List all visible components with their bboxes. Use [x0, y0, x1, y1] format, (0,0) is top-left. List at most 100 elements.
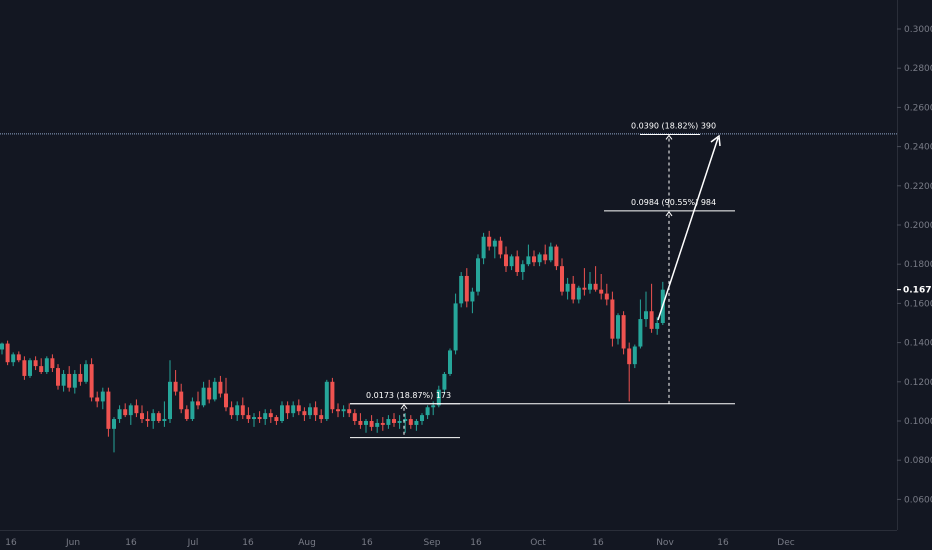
- candle-body: [168, 381, 172, 420]
- candle-body: [201, 387, 206, 406]
- candle: [33, 356, 38, 371]
- candle-body: [212, 381, 217, 400]
- candle: [403, 413, 408, 433]
- candle-body: [28, 360, 32, 376]
- time-axis[interactable]: 16 Jun 16 Jul 16 Aug 16 Sep 16 Oct 16 Nov 16 Dec: [5, 538, 794, 548]
- candle-body: [442, 373, 447, 390]
- candle-body: [5, 343, 10, 363]
- candle-body: [50, 358, 55, 369]
- candle: [554, 244, 559, 271]
- candle: [470, 287, 475, 314]
- candle: [257, 411, 262, 423]
- candle-body: [621, 315, 626, 349]
- candle-body: [476, 258, 480, 292]
- candle-body: [380, 422, 385, 425]
- candle: [330, 377, 335, 414]
- candle-body: [84, 364, 88, 382]
- time-tick-label: 16: [592, 538, 604, 548]
- candle: [72, 370, 77, 394]
- measure-arrow: [665, 134, 673, 140]
- candle: [565, 277, 570, 300]
- candle-body: [593, 283, 598, 290]
- candle-body: [638, 319, 643, 347]
- candle: [268, 409, 273, 423]
- candle: [151, 409, 156, 429]
- candle: [408, 415, 413, 429]
- candle-body: [616, 315, 620, 339]
- candle: [100, 387, 105, 410]
- candle: [5, 340, 10, 366]
- measure-label: 0.0173 (18.87%) 173: [366, 391, 451, 400]
- candle: [106, 387, 111, 437]
- candle-body: [375, 422, 380, 427]
- time-tick-label: 16: [361, 538, 373, 548]
- candle-body: [274, 417, 279, 421]
- candle: [448, 348, 452, 376]
- candle: [168, 360, 172, 423]
- candle-body: [336, 409, 340, 412]
- candle: [50, 354, 55, 372]
- candle-body: [229, 407, 234, 416]
- candle-body: [364, 421, 368, 425]
- candle: [520, 260, 525, 280]
- candle: [509, 254, 514, 271]
- candle-body: [207, 387, 212, 400]
- measure-arrow: [400, 403, 408, 410]
- candle: [302, 407, 307, 421]
- candle: [218, 375, 223, 398]
- candle: [252, 413, 256, 427]
- time-tick-label: 16: [470, 538, 482, 548]
- candle-body: [151, 413, 156, 421]
- candle: [593, 266, 598, 292]
- candle-body: [184, 409, 189, 420]
- candle: [526, 244, 531, 267]
- time-tick-label: 16: [242, 538, 254, 548]
- candle-body: [324, 381, 329, 420]
- candle-body: [515, 256, 520, 273]
- candle: [380, 417, 385, 431]
- candle: [604, 283, 609, 306]
- measure-label: 0.0390 (18.82%) 390: [631, 121, 716, 130]
- candle-body: [548, 246, 553, 261]
- candle: [375, 419, 380, 433]
- price-range-measure[interactable]: 0.0390 (18.82%) 390: [631, 121, 716, 211]
- candle: [128, 403, 133, 425]
- candle: [229, 401, 234, 420]
- candle-body: [487, 236, 492, 247]
- candle-body: [386, 419, 391, 425]
- last-price-label: 0.1670: [903, 286, 932, 296]
- candle-body: [218, 381, 223, 394]
- candle: [246, 407, 251, 423]
- time-tick-label: Jul: [187, 538, 199, 548]
- candle: [341, 405, 346, 418]
- time-tick-label: 16: [717, 538, 729, 548]
- candle: [207, 379, 212, 404]
- candle: [464, 268, 469, 308]
- candle-body: [134, 405, 139, 414]
- candle: [481, 232, 486, 265]
- price-range-measure[interactable]: 0.0173 (18.87%) 173: [350, 391, 460, 439]
- candle: [123, 403, 128, 418]
- candle-body: [604, 293, 609, 300]
- candle-body: [280, 405, 284, 421]
- candle: [627, 342, 632, 402]
- candle: [173, 370, 178, 396]
- candle: [425, 405, 430, 420]
- candle-body: [448, 350, 452, 374]
- candle: [632, 344, 637, 369]
- candle: [201, 381, 206, 408]
- candle: [616, 313, 620, 345]
- projection-arrow-line[interactable]: [657, 137, 719, 321]
- candle-body: [112, 419, 116, 429]
- candle: [358, 413, 363, 429]
- candle-body: [347, 409, 352, 414]
